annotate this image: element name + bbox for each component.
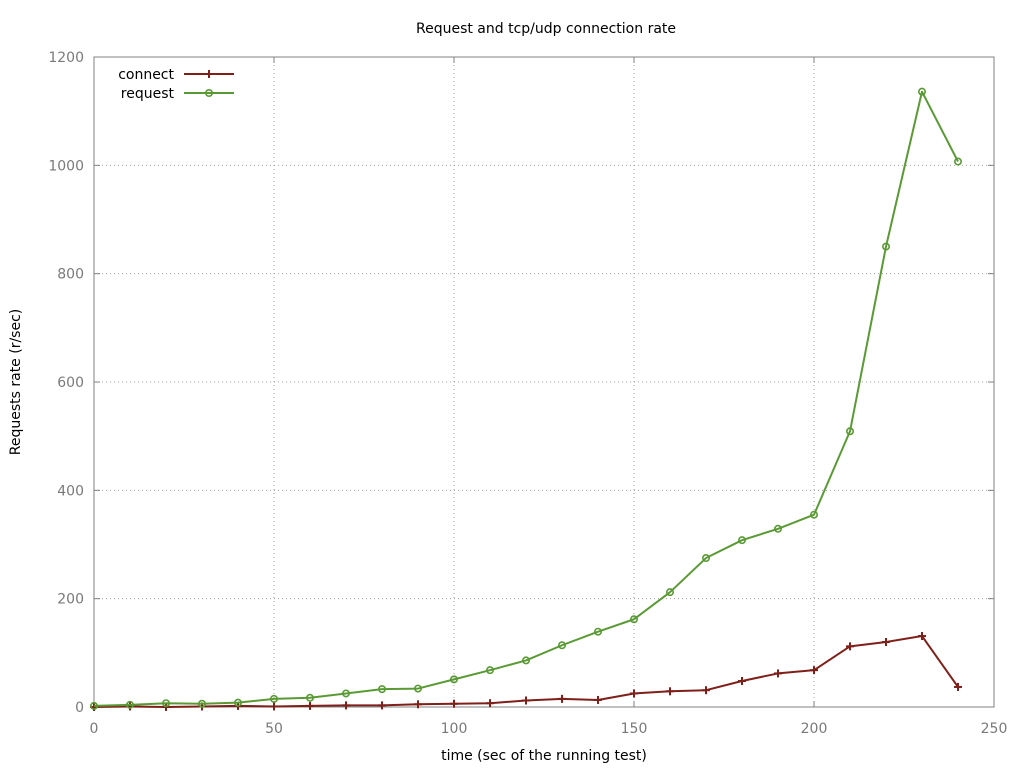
data-point-request: [773, 524, 782, 533]
data-point-request: [305, 693, 314, 702]
legend-label-request: request: [121, 86, 175, 102]
data-point-connect: [918, 632, 926, 641]
y-tick-label: 600: [57, 375, 84, 391]
data-point-connect: [954, 682, 962, 691]
data-point-connect: [486, 699, 494, 708]
data-point-request: [881, 242, 890, 251]
chart-title: Request and tcp/udp connection rate: [416, 21, 676, 37]
data-point-request: [377, 685, 386, 694]
data-point-connect: [450, 699, 458, 708]
x-tick-label: 0: [90, 721, 99, 737]
data-point-request: [917, 87, 926, 96]
series-connect: [90, 632, 962, 711]
data-point-request: [126, 700, 135, 709]
x-tick-label: 200: [801, 721, 828, 737]
y-tick-label: 200: [57, 592, 84, 608]
y-tick-label: 1000: [48, 158, 84, 174]
data-point-request: [341, 689, 350, 698]
data-point-request: [449, 675, 458, 684]
y-tick-label: 800: [57, 267, 84, 283]
data-point-request: [845, 427, 854, 436]
data-point-request: [557, 641, 566, 650]
data-point-request: [269, 694, 278, 703]
data-point-connect: [846, 642, 854, 651]
series-request: [90, 87, 962, 710]
y-tick-label: 0: [75, 700, 84, 716]
legend-label-connect: connect: [118, 67, 174, 83]
data-point-connect: [738, 677, 746, 685]
data-point-request: [90, 701, 99, 710]
data-point-connect: [666, 687, 674, 696]
x-tick-label: 150: [621, 721, 648, 737]
data-point-connect: [810, 666, 818, 675]
data-point-request: [665, 588, 674, 597]
data-point-request: [593, 627, 602, 636]
data-point-connect: [702, 686, 710, 695]
x-tick-label: 50: [265, 721, 283, 737]
data-point-connect: [882, 638, 890, 646]
data-point-request: [629, 615, 638, 624]
grid: [94, 57, 994, 707]
data-point-connect: [378, 701, 386, 710]
data-point-request: [413, 684, 422, 693]
data-point-request: [521, 656, 530, 665]
y-axis-label: Requests rate (r/sec): [8, 309, 24, 456]
axis-ticks: 0 50 100 150 200 250 0 200 400 600 800 1000 1200: [48, 50, 1007, 737]
legend-marker-connect: [205, 70, 213, 78]
data-point-request: [953, 157, 962, 166]
data-point-request: [809, 510, 818, 519]
series-line-connect: [93, 635, 959, 708]
data-point-request: [485, 666, 494, 675]
data-point-connect: [414, 700, 422, 709]
data-point-request: [162, 699, 171, 708]
data-point-request: [737, 536, 746, 545]
series-layer: [90, 87, 962, 711]
data-point-request: [234, 698, 243, 707]
data-point-connect: [558, 694, 566, 703]
x-tick-label: 250: [981, 721, 1008, 737]
series-line-request: [93, 90, 959, 707]
data-point-request: [198, 699, 207, 708]
y-tick-label: 1200: [48, 50, 84, 66]
data-point-request: [701, 554, 710, 563]
data-point-connect: [630, 689, 638, 698]
data-point-connect: [306, 701, 314, 710]
x-tick-label: 100: [441, 721, 468, 737]
data-point-connect: [594, 695, 602, 704]
data-point-connect: [522, 696, 530, 705]
legend: connect request: [118, 67, 234, 102]
x-axis-label: time (sec of the running test): [441, 748, 647, 764]
data-point-connect: [342, 701, 350, 710]
data-point-connect: [270, 702, 278, 711]
y-tick-label: 400: [57, 483, 84, 499]
data-point-connect: [774, 669, 782, 678]
legend-marker-request: [205, 89, 214, 98]
